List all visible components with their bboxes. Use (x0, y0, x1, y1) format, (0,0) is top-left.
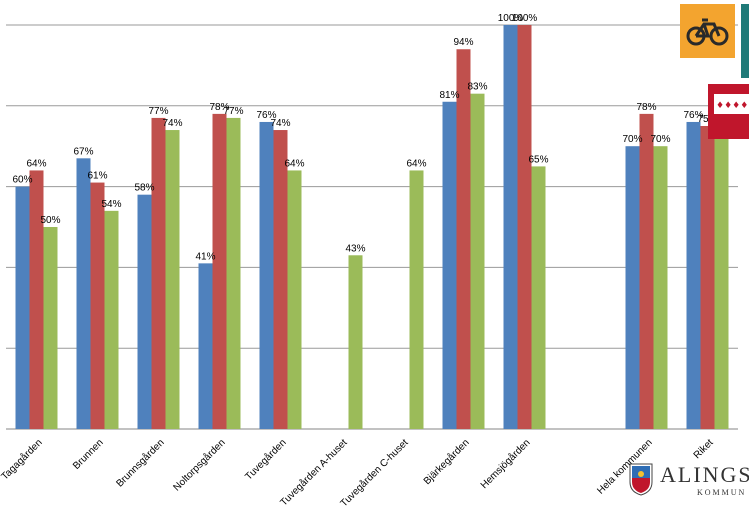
bar (198, 263, 213, 429)
category-label: Tuvegården A-huset (278, 436, 350, 508)
category-label: Tuvegården (243, 437, 289, 483)
data-label: 64% (26, 158, 46, 169)
bar (470, 93, 485, 430)
category-label: Riket (692, 437, 716, 461)
bar (639, 113, 654, 429)
bar (503, 25, 518, 429)
bar (104, 210, 119, 429)
data-label: 61% (87, 171, 107, 182)
data-label: 100% (498, 13, 524, 24)
crest-icon (629, 463, 653, 496)
data-label: 77% (148, 106, 168, 117)
teal-tab-icon (741, 4, 749, 78)
bar (686, 121, 701, 430)
category-label: Tagagården (0, 437, 45, 483)
logo-wordmark: ALINGS (660, 462, 749, 487)
bar (348, 255, 363, 429)
logo-subtitle: KOMMUN (697, 488, 747, 497)
bar (653, 146, 668, 429)
bar (517, 25, 532, 429)
bar (714, 130, 729, 430)
bar (226, 117, 241, 430)
category-label: Noltorpsgården (171, 437, 228, 494)
bar (442, 101, 457, 429)
category-label: Bjärkegården (421, 437, 472, 488)
gridlines (6, 24, 738, 430)
bar (456, 49, 471, 430)
category-labels: Tagagården Brunnen Brunnsgården Noltorpsgår… (0, 436, 716, 509)
data-label: 74% (270, 118, 290, 129)
bar (625, 146, 640, 429)
data-label: 60% (12, 175, 32, 186)
bar (90, 182, 105, 429)
bar (409, 170, 424, 429)
data-label: 74% (162, 118, 182, 129)
bar (137, 194, 152, 429)
bar (29, 170, 44, 429)
bar (287, 170, 302, 429)
data-label: 75% (697, 114, 717, 125)
data-label: 50% (40, 215, 60, 226)
category-label: Hemsjögården (478, 437, 532, 491)
category-label: Brunnsgården (114, 437, 167, 490)
bar (212, 113, 227, 429)
data-label: 54% (101, 199, 121, 210)
data-label: 76% (256, 110, 276, 121)
bars (15, 25, 729, 430)
data-label: 78% (636, 102, 656, 113)
bar (259, 121, 274, 430)
data-label: 78% (209, 102, 229, 113)
data-label: 76% (683, 110, 703, 121)
data-label: 64% (406, 158, 426, 169)
data-label: 81% (439, 90, 459, 101)
data-label: 94% (453, 37, 473, 48)
data-label: 70% (650, 134, 670, 145)
data-label: 67% (73, 146, 93, 157)
data-label: 70% (622, 134, 642, 145)
bar (76, 158, 91, 429)
bicycle-icon (680, 4, 735, 58)
data-label: 64% (284, 158, 304, 169)
data-label: 100% (512, 13, 538, 24)
bar (273, 130, 288, 430)
bar (165, 130, 180, 430)
category-label: Brunnen (71, 437, 106, 472)
data-label: 58% (134, 183, 154, 194)
red-stamp-icon: ♦♦♦♦♦ (708, 84, 749, 139)
bar (700, 126, 715, 429)
bar (151, 117, 166, 430)
data-label: 41% (195, 251, 215, 262)
data-label: 65% (528, 154, 548, 165)
category-label: Tuvegården C-huset (338, 436, 411, 509)
data-label: 77% (223, 106, 243, 117)
data-label: 83% (467, 82, 487, 93)
data-labels: 60%64%50%67%61%54%58%77%74%41%78%77% 76%7… (12, 13, 731, 262)
data-label: 43% (345, 243, 365, 254)
svg-text:♦♦♦♦♦: ♦♦♦♦♦ (716, 101, 749, 111)
bar (531, 166, 546, 429)
bar (43, 227, 58, 429)
bar (15, 186, 30, 429)
